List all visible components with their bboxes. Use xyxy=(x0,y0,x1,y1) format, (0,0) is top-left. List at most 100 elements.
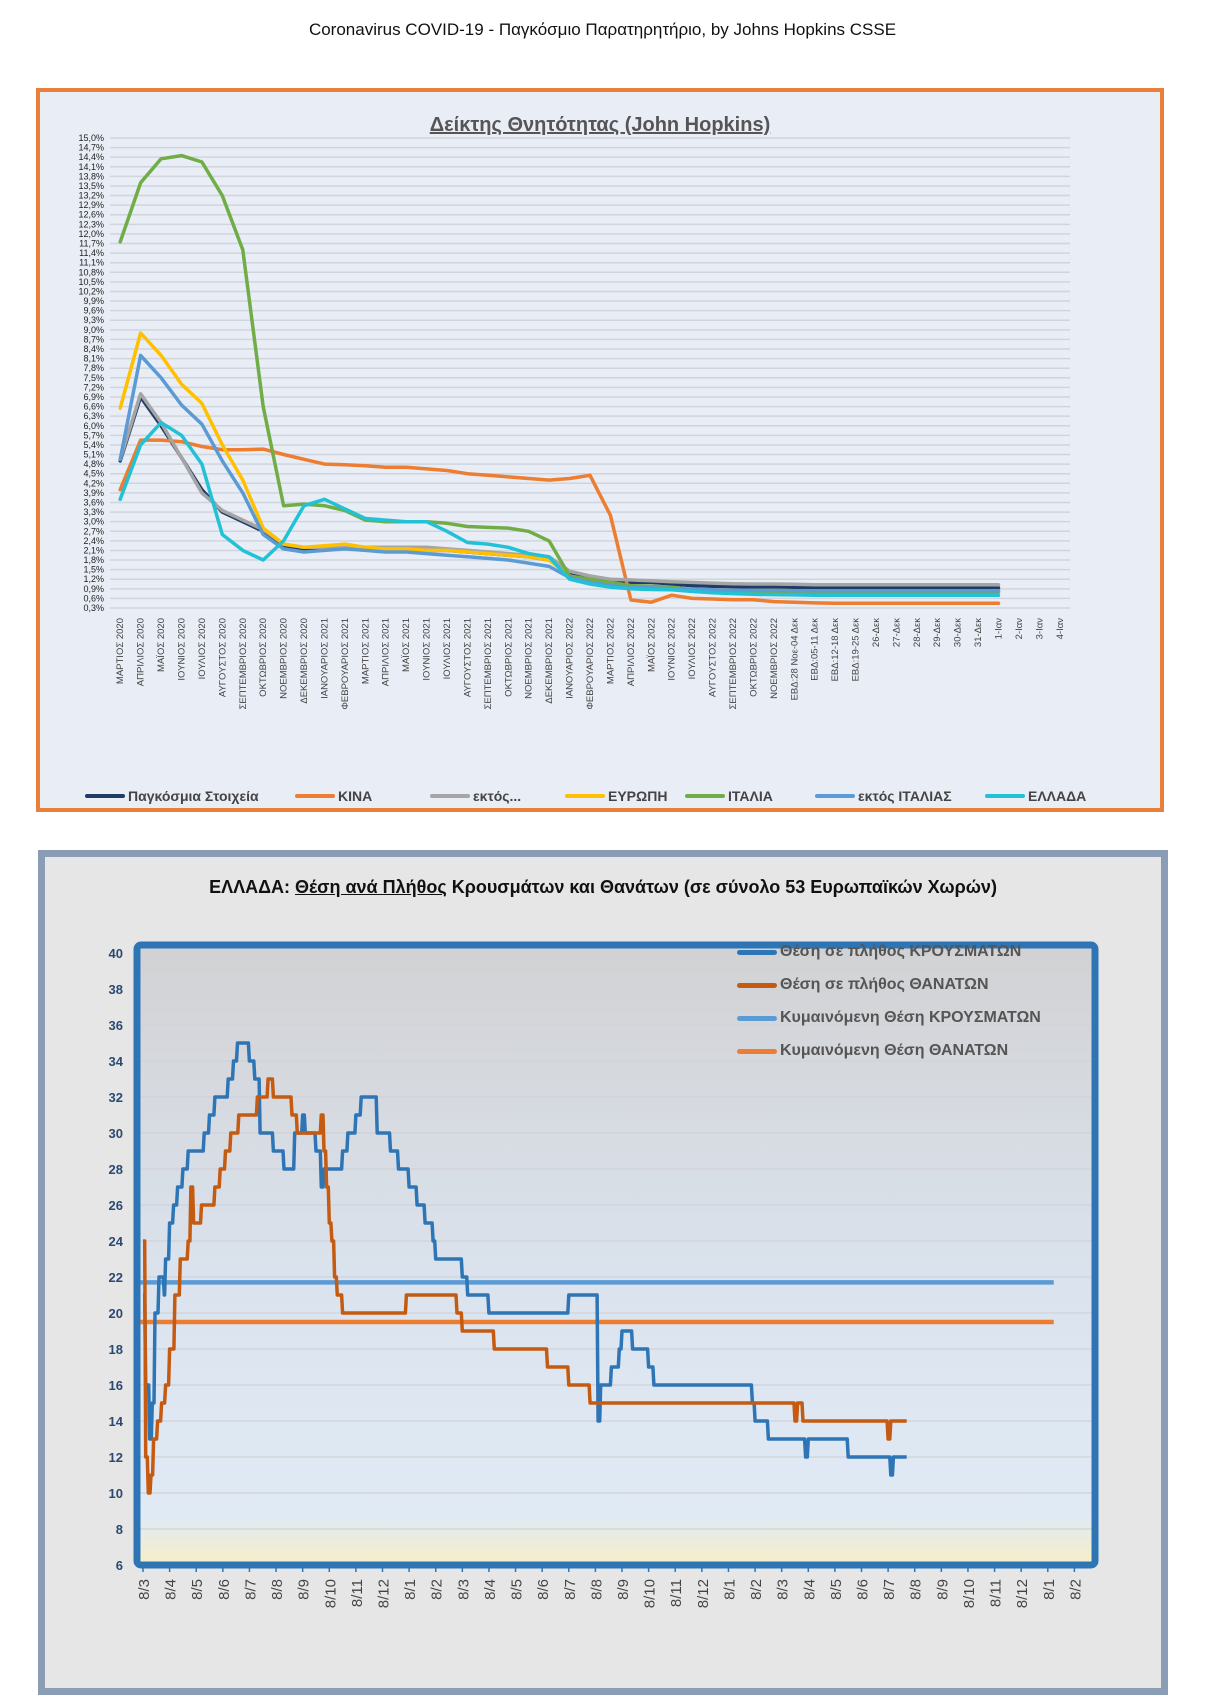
y-tick-label: 3,6% xyxy=(83,497,104,507)
y-tick-label: 15,0% xyxy=(78,133,104,143)
x-tick-label: ΜΑΪΟΣ 2022 xyxy=(646,618,657,672)
x-tick-label: 8/4 xyxy=(482,1579,499,1600)
y-tick-label: 12,3% xyxy=(78,219,104,229)
x-tick-label: ΙΟΥΛΙΟΣ 2022 xyxy=(687,618,698,679)
x-tick-label: 8/5 xyxy=(189,1579,206,1600)
x-tick-label: ΜΑΪΟΣ 2020 xyxy=(156,618,167,672)
y-tick-label: 11,1% xyxy=(79,258,104,268)
y-tick-label: 12,6% xyxy=(78,210,104,220)
legend-swatch xyxy=(737,949,777,955)
legend-swatch xyxy=(737,1015,777,1021)
y-tick-label: 13,8% xyxy=(78,171,104,181)
x-tick-label: 8/6 xyxy=(535,1579,552,1600)
legend-swatch xyxy=(815,794,855,798)
x-tick-label: 8/9 xyxy=(615,1579,632,1600)
x-tick-label: 8/4 xyxy=(163,1579,180,1600)
legend-item: εκτός ΙΤΑΛΙΑΣ xyxy=(815,788,952,804)
y-tick-label: 26 xyxy=(109,1198,123,1213)
chart-legend: Παγκόσμια Στοιχεία ΚΙΝΑ εκτός... ΕΥΡΩΠΗ ΙΤΑΛ… xyxy=(85,788,1145,810)
x-tick-label: 8/1 xyxy=(721,1579,738,1600)
y-tick-label: 9,9% xyxy=(83,296,104,306)
x-tick-label: ΜΑΪΟΣ 2021 xyxy=(401,618,412,672)
x-tick-label: ΕΒΔ:19-25 Δεκ xyxy=(851,618,862,682)
y-tick-label: 8,1% xyxy=(83,354,104,364)
y-tick-label: 0,6% xyxy=(83,593,104,603)
x-tick-label: 8/5 xyxy=(509,1579,526,1600)
legend-item: εκτός... xyxy=(430,788,521,804)
x-tick-label: 8/4 xyxy=(801,1579,818,1600)
y-tick-label: 8 xyxy=(116,1522,123,1537)
y-tick-label: 13,5% xyxy=(78,181,104,191)
x-tick-label: ΑΠΡΙΛΙΟΣ 2022 xyxy=(626,618,637,686)
x-tick-label: 31-Δεκ xyxy=(973,618,984,647)
x-tick-label: 8/3 xyxy=(455,1579,472,1600)
x-tick-label: 8/9 xyxy=(934,1579,951,1600)
chart-title: ΕΛΛΑΔΑ: Θέση ανά Πλήθος Κρουσμάτων και Θ… xyxy=(45,877,1161,898)
x-tick-label: 8/7 xyxy=(242,1579,259,1600)
chart-title: Δείκτης Θνητότητας (John Hopkins) xyxy=(429,114,771,136)
legend-label: ΕΥΡΩΠΗ xyxy=(608,788,668,804)
x-tick-label: ΟΚΤΩΒΡΙΟΣ 2021 xyxy=(503,618,514,697)
x-tick-label: 8/11 xyxy=(988,1579,1005,1607)
x-tick-label: 8/8 xyxy=(588,1579,605,1600)
y-tick-label: 38 xyxy=(109,982,123,997)
legend-swatch xyxy=(430,794,470,798)
x-tick-label: 27-Δεκ xyxy=(891,618,902,647)
plot-area: 40 38 36 34 32 30 28 26 24 22 20 18 16 14 12 10 8 6 8/3 8/4… xyxy=(109,941,1099,1608)
x-tick-label: ΔΕΚΕΜΒΡΙΟΣ 2020 xyxy=(299,618,310,704)
y-tick-label: 9,3% xyxy=(83,315,104,325)
greece-rank-chart: ΕΛΛΑΔΑ: Θέση ανά Πλήθος Κρουσμάτων και Θ… xyxy=(38,850,1168,1695)
x-tick-label: 8/2 xyxy=(1067,1579,1084,1600)
x-tick-label: ΑΥΓΟΥΣΤΟΣ 2020 xyxy=(217,618,228,697)
y-tick-label: 6,3% xyxy=(83,411,104,421)
y-tick-label: 10,2% xyxy=(78,286,104,296)
y-tick-label: 1,8% xyxy=(83,555,104,565)
x-tick-label: ΙΟΥΛΙΟΣ 2020 xyxy=(197,618,208,679)
x-tick-label: 2-Ιαν xyxy=(1014,618,1025,640)
x-tick-label: ΝΟΕΜΒΡΙΟΣ 2021 xyxy=(524,618,535,699)
y-tick-label: 9,6% xyxy=(83,306,104,316)
legend-swatch xyxy=(565,794,605,798)
legend-item: ΕΛΛΑΔΑ xyxy=(985,788,1086,804)
y-tick-label: 3,3% xyxy=(83,507,104,517)
y-tick-label: 6,6% xyxy=(83,402,104,412)
x-tick-label: 8/8 xyxy=(908,1579,925,1600)
x-tick-label: ΙΟΥΝΙΟΣ 2021 xyxy=(422,618,433,681)
y-tick-label: 5,4% xyxy=(83,440,104,450)
y-tick-label: 30 xyxy=(109,1126,123,1141)
y-tick-label: 12,9% xyxy=(78,200,104,210)
y-tick-label: 11,4% xyxy=(79,248,104,258)
y-tick-label: 16 xyxy=(109,1378,123,1393)
x-tick-label: 8/1 xyxy=(402,1579,419,1600)
y-tick-label: 6,0% xyxy=(83,421,104,431)
legend-item: Θέση σε πλήθος ΚΡΟΥΣΜΑΤΩΝ xyxy=(737,943,1021,961)
y-tick-label: 12 xyxy=(109,1450,123,1465)
x-tick-label: ΕΒΔ:05-11 Δεκ xyxy=(810,618,821,681)
y-tick-label: 7,8% xyxy=(83,363,104,373)
x-tick-label: ΣΕΠΤΕΜΒΡΙΟΣ 2021 xyxy=(483,618,494,709)
legend-label: ΚΙΝΑ xyxy=(338,788,373,804)
page-title: Coronavirus COVID-19 - Παγκόσμιο Παρατηρ… xyxy=(308,20,897,39)
y-tick-label: 4,5% xyxy=(83,469,104,479)
x-tick-label: 8/7 xyxy=(562,1579,579,1600)
y-tick-label: 2,4% xyxy=(83,536,104,546)
x-tick-label: 8/12 xyxy=(376,1579,393,1608)
y-tick-label: 24 xyxy=(109,1234,124,1249)
y-tick-label: 10 xyxy=(109,1486,123,1501)
series-line xyxy=(142,1041,908,1477)
y-tick-label: 28 xyxy=(109,1162,123,1177)
mortality-rate-chart: Δείκτης Θνητότητας (John Hopkins) 15,0% 1… xyxy=(36,88,1164,812)
x-tick-label: 26-Δεκ xyxy=(871,618,882,647)
series-line xyxy=(142,1077,908,1495)
y-tick-label: 7,2% xyxy=(83,382,104,392)
series-line xyxy=(118,331,1001,593)
x-tick-label: 8/12 xyxy=(695,1579,712,1608)
y-tick-label: 9,0% xyxy=(83,325,104,335)
y-tick-label: 32 xyxy=(109,1090,123,1105)
legend-item: Θέση σε πλήθος ΘΑΝΑΤΩΝ xyxy=(737,976,989,994)
x-tick-label: 4-Ιαν xyxy=(1055,618,1066,640)
plot-frame xyxy=(133,941,1099,1569)
x-tick-label: 8/3 xyxy=(775,1579,792,1600)
x-tick-label: ΔΕΚΕΜΒΡΙΟΣ 2021 xyxy=(544,618,555,704)
mortality-rate-plot: 15,0%14,7%14,4%14,1%13,8%13,5%13,2%12,9%… xyxy=(78,133,1070,710)
